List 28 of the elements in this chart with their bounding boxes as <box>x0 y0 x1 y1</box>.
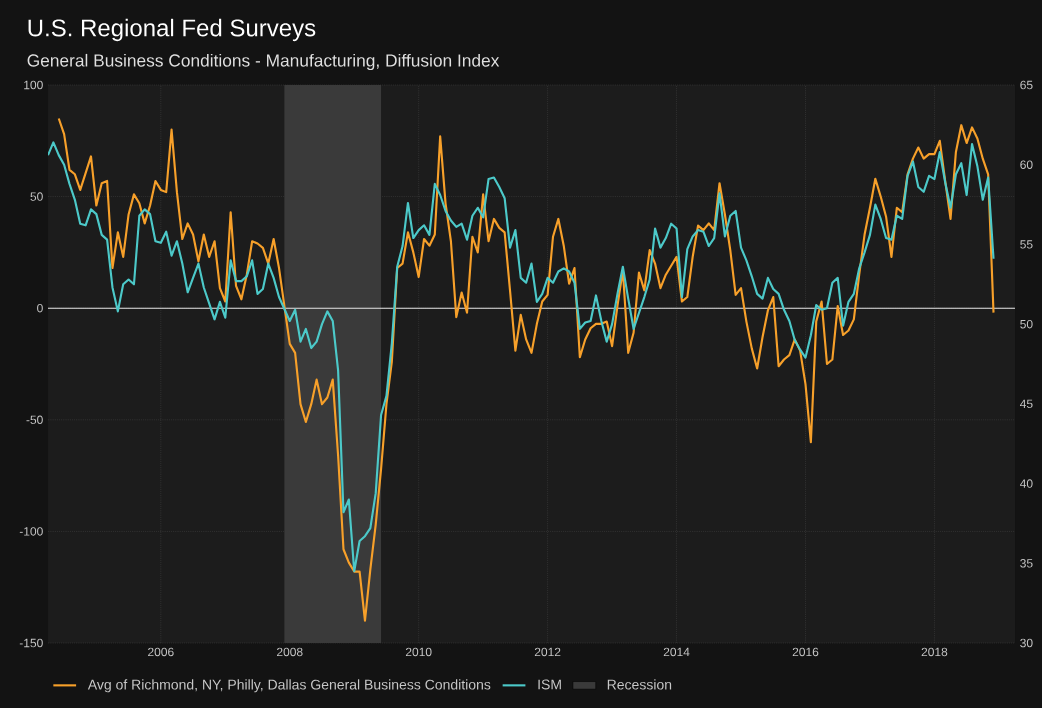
y-tick-label: 100 <box>24 80 43 90</box>
y-tick-label: -50 <box>26 415 43 425</box>
y2-tick-label: 50 <box>1020 319 1033 329</box>
y2-tick-label: 40 <box>1019 479 1033 488</box>
x-tick-label: 2010 <box>405 647 432 657</box>
y-tick-label: -150 <box>19 638 43 648</box>
legend-label: Avg of Richmond, NY, Philly, Dallas General Business Conditions <box>87 679 491 693</box>
x-tick-label: 2014 <box>663 647 690 657</box>
x-tick-label: 2012 <box>534 647 561 657</box>
chart-title: U.S. Regional Fed Surveys <box>28 18 316 42</box>
x-tick-label: 2018 <box>921 647 948 657</box>
legend-label: ISM <box>538 679 561 690</box>
line-series <box>48 141 995 573</box>
y2-tick-label: 55 <box>1020 240 1033 249</box>
y-tick-label: -100 <box>19 527 43 536</box>
chart-subtitle: General Business Conditions - Manufacturing, Diffusion Index <box>27 53 500 71</box>
legend-label: Recession <box>607 679 672 690</box>
y2-tick-label: 45 <box>1019 399 1033 409</box>
y2-tick-label: 30 <box>1020 638 1033 648</box>
y2-tick-label: 65 <box>1020 80 1033 90</box>
y2-tick-label: 35 <box>1020 559 1033 568</box>
y-tick-label: 0 <box>37 303 43 313</box>
line-series <box>57 117 995 622</box>
y-tick-label: 50 <box>30 192 43 201</box>
x-tick-label: 2008 <box>277 647 303 657</box>
x-tick-label: 2016 <box>792 647 819 657</box>
y2-tick-label: 60 <box>1020 160 1033 169</box>
x-tick-label: 2006 <box>148 647 174 657</box>
